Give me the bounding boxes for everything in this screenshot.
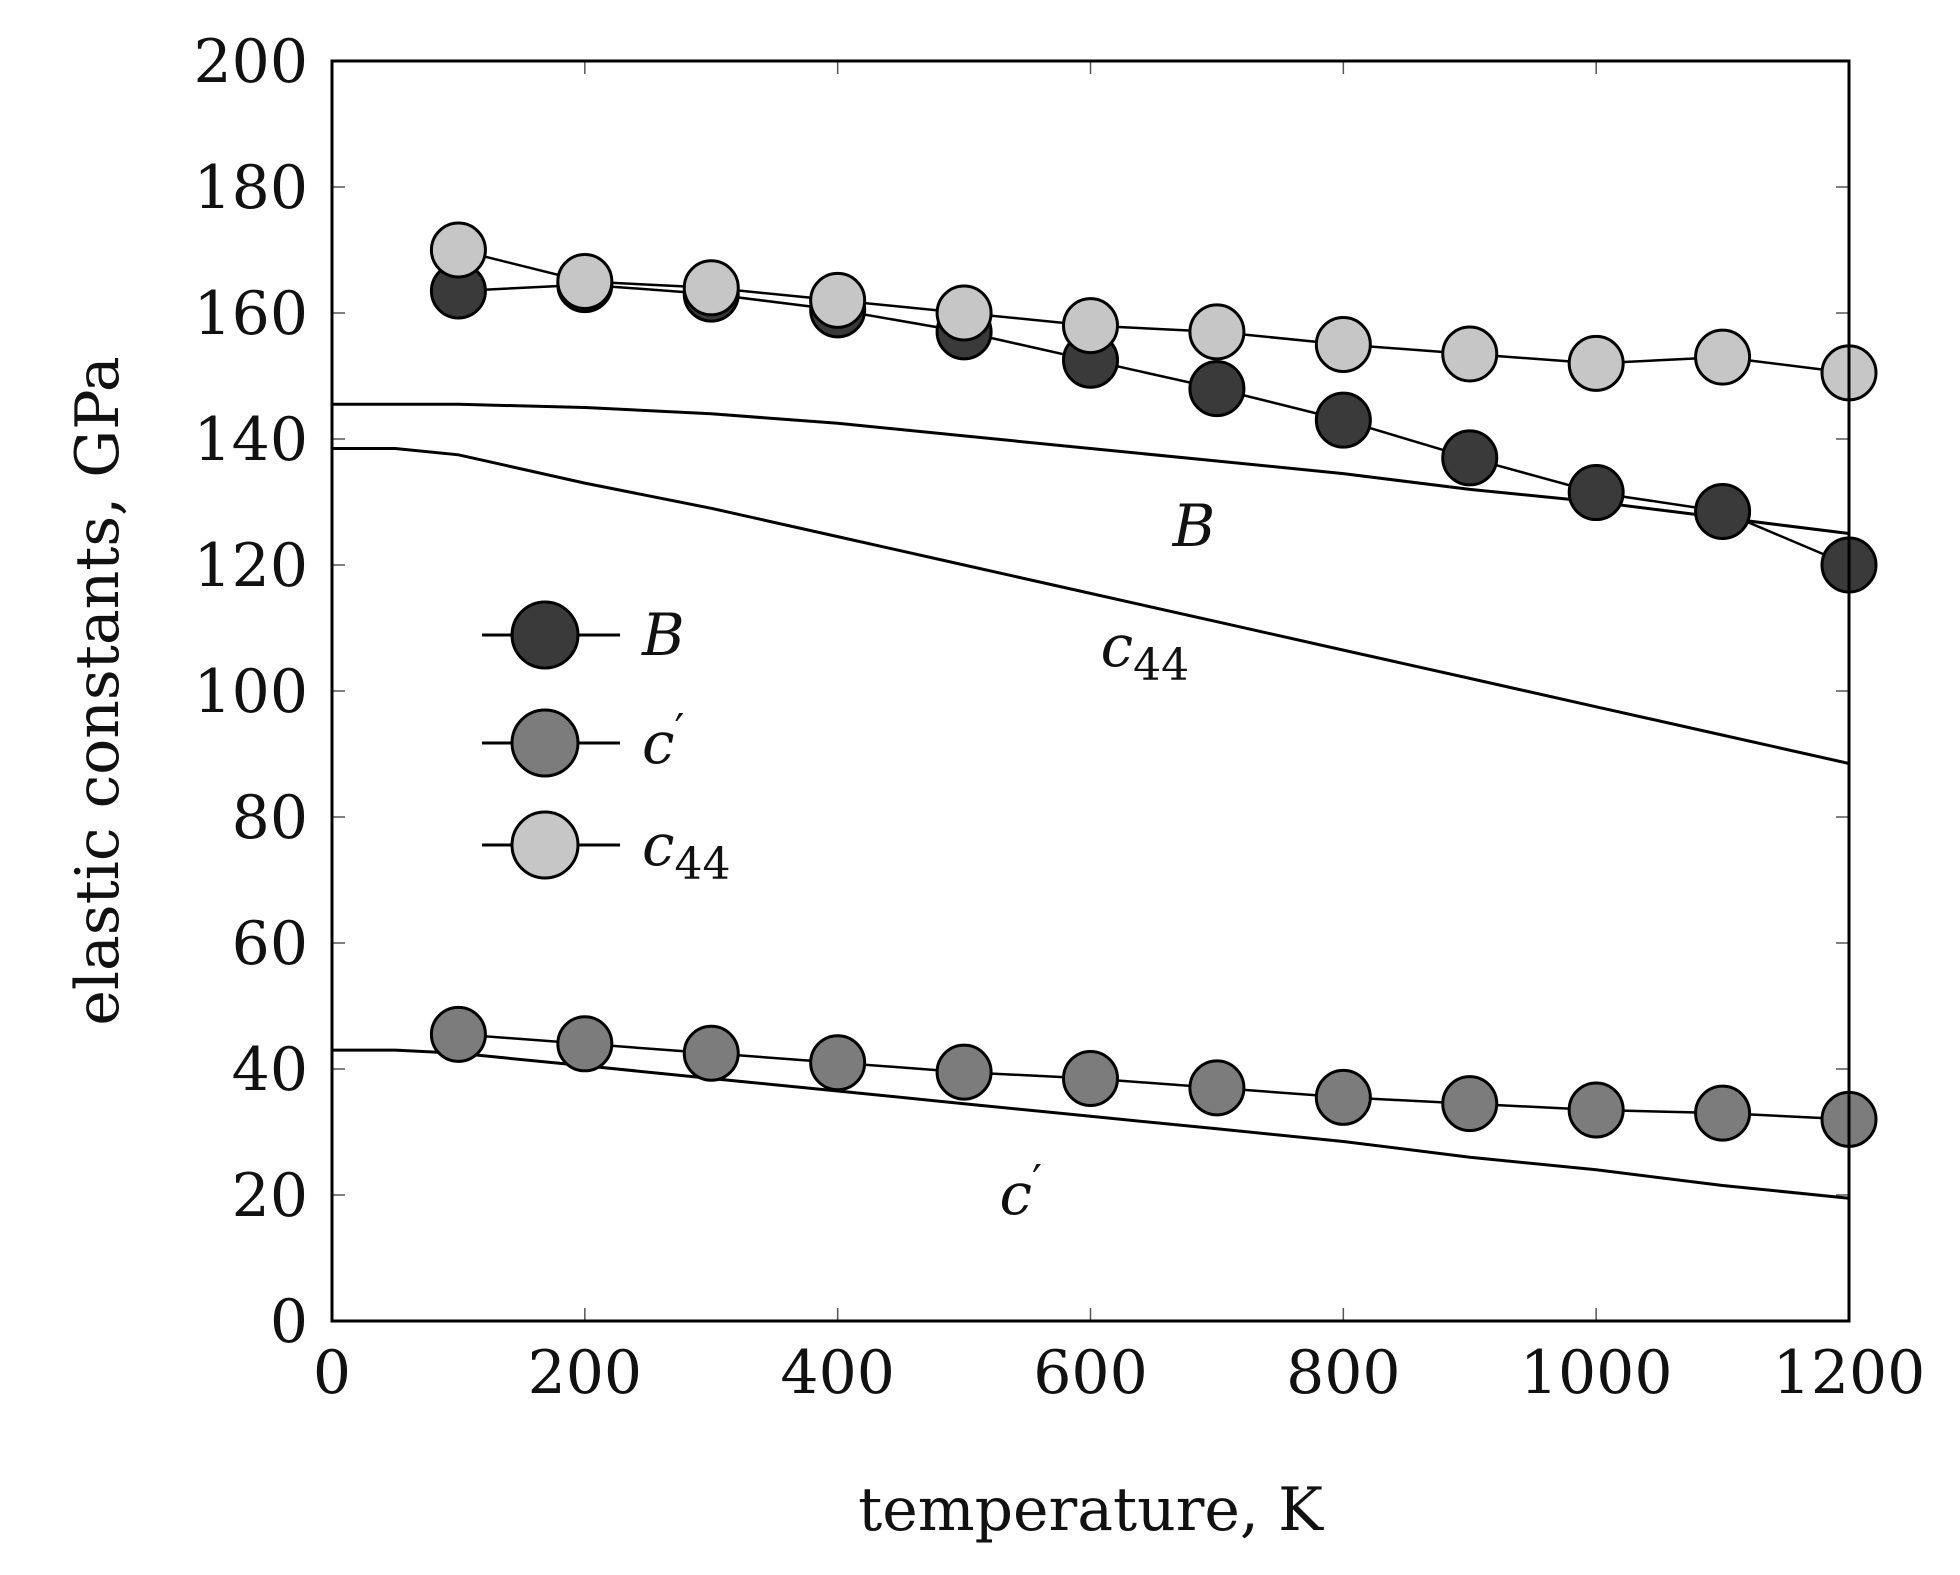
legend-label-base: c <box>642 811 674 879</box>
data-point <box>1694 1084 1752 1142</box>
data-point <box>935 284 993 342</box>
legend-label: c44 <box>642 811 730 890</box>
data-point <box>1441 429 1499 487</box>
y-tick-label: 140 <box>193 405 308 475</box>
legend-label-prime: ′ <box>674 705 684 756</box>
tick-labels: 0 200 400 600 800 1000 1200 0 20 40 60 80 100 120 140 1… <box>193 27 1925 1408</box>
y-tick-label: 120 <box>193 531 308 601</box>
y-tick-label: 100 <box>193 657 308 727</box>
plot-frame <box>330 59 1851 1323</box>
data-point <box>1567 464 1625 522</box>
legend-label: B <box>641 601 685 669</box>
y-tick-label: 40 <box>232 1035 308 1105</box>
x-tick-label: 200 <box>528 1338 643 1408</box>
x-axis-title: temperature, K <box>858 1475 1324 1545</box>
data-point <box>1188 1059 1246 1117</box>
curve-label-base: c <box>1101 612 1133 680</box>
legend-label-base: B <box>641 601 685 669</box>
reference-curve-label: B <box>1172 492 1216 560</box>
data-point <box>556 253 614 310</box>
data-series <box>429 221 1878 1148</box>
data-point <box>809 271 867 329</box>
y-tick-label: 60 <box>232 909 308 979</box>
data-point <box>682 1024 740 1082</box>
data-point <box>1314 391 1372 449</box>
reference-curve-label: c44 <box>1101 612 1189 691</box>
data-point <box>1567 334 1625 392</box>
y-tick-label: 160 <box>193 279 308 349</box>
legend-marker <box>510 810 580 880</box>
reference-curve-c44 <box>332 447 1850 765</box>
x-tick-label: 400 <box>780 1338 895 1408</box>
data-point <box>1567 1081 1625 1139</box>
legend-entry: c′ <box>482 705 684 778</box>
y-tick-label: 80 <box>232 783 308 853</box>
y-tick-label: 180 <box>193 153 308 223</box>
reference-curve-c <box>332 1048 1850 1200</box>
x-tick-label: 600 <box>1033 1338 1148 1408</box>
data-point <box>1314 1068 1372 1126</box>
legend-label-subscript: 44 <box>674 839 730 890</box>
series-2 <box>429 221 1878 402</box>
y-tick-label: 20 <box>232 1161 308 1231</box>
data-point <box>1062 1049 1119 1107</box>
data-point <box>1694 328 1752 386</box>
data-point <box>429 1005 487 1063</box>
y-tick-label: 0 <box>270 1287 308 1357</box>
legend-entry: B <box>482 600 685 670</box>
legend-marker <box>510 708 580 778</box>
data-point <box>682 259 740 317</box>
data-point <box>935 1043 993 1101</box>
data-point <box>1062 297 1119 355</box>
data-point <box>429 221 487 279</box>
data-point <box>556 1015 614 1073</box>
series-1 <box>429 1005 1878 1148</box>
data-point <box>1188 360 1246 418</box>
data-point <box>809 1034 867 1092</box>
reference-curve-label: c′ <box>999 1156 1041 1228</box>
y-axis-title: elastic constants, GPa <box>63 356 133 1025</box>
data-point <box>1314 316 1372 373</box>
curve-label-prime: ′ <box>1032 1156 1042 1207</box>
x-tick-label: 1200 <box>1773 1338 1926 1408</box>
data-point <box>1694 482 1752 540</box>
x-tick-label: 800 <box>1286 1338 1401 1408</box>
curve-label-base: c <box>999 1160 1031 1228</box>
legend-entry: c44 <box>482 810 730 890</box>
data-point <box>1441 325 1499 383</box>
curve-label-base: B <box>1172 492 1216 560</box>
legend-marker <box>510 600 580 670</box>
curve-label-subscript: 44 <box>1133 640 1189 691</box>
x-tick-label: 0 <box>313 1338 351 1408</box>
x-tick-label: 1000 <box>1520 1338 1673 1408</box>
data-point <box>1188 303 1246 361</box>
legend: Bc′c44 <box>482 600 730 890</box>
y-tick-label: 200 <box>193 27 308 97</box>
legend-label-base: c <box>642 709 674 777</box>
legend-label: c′ <box>642 705 684 777</box>
data-point <box>1441 1075 1499 1133</box>
